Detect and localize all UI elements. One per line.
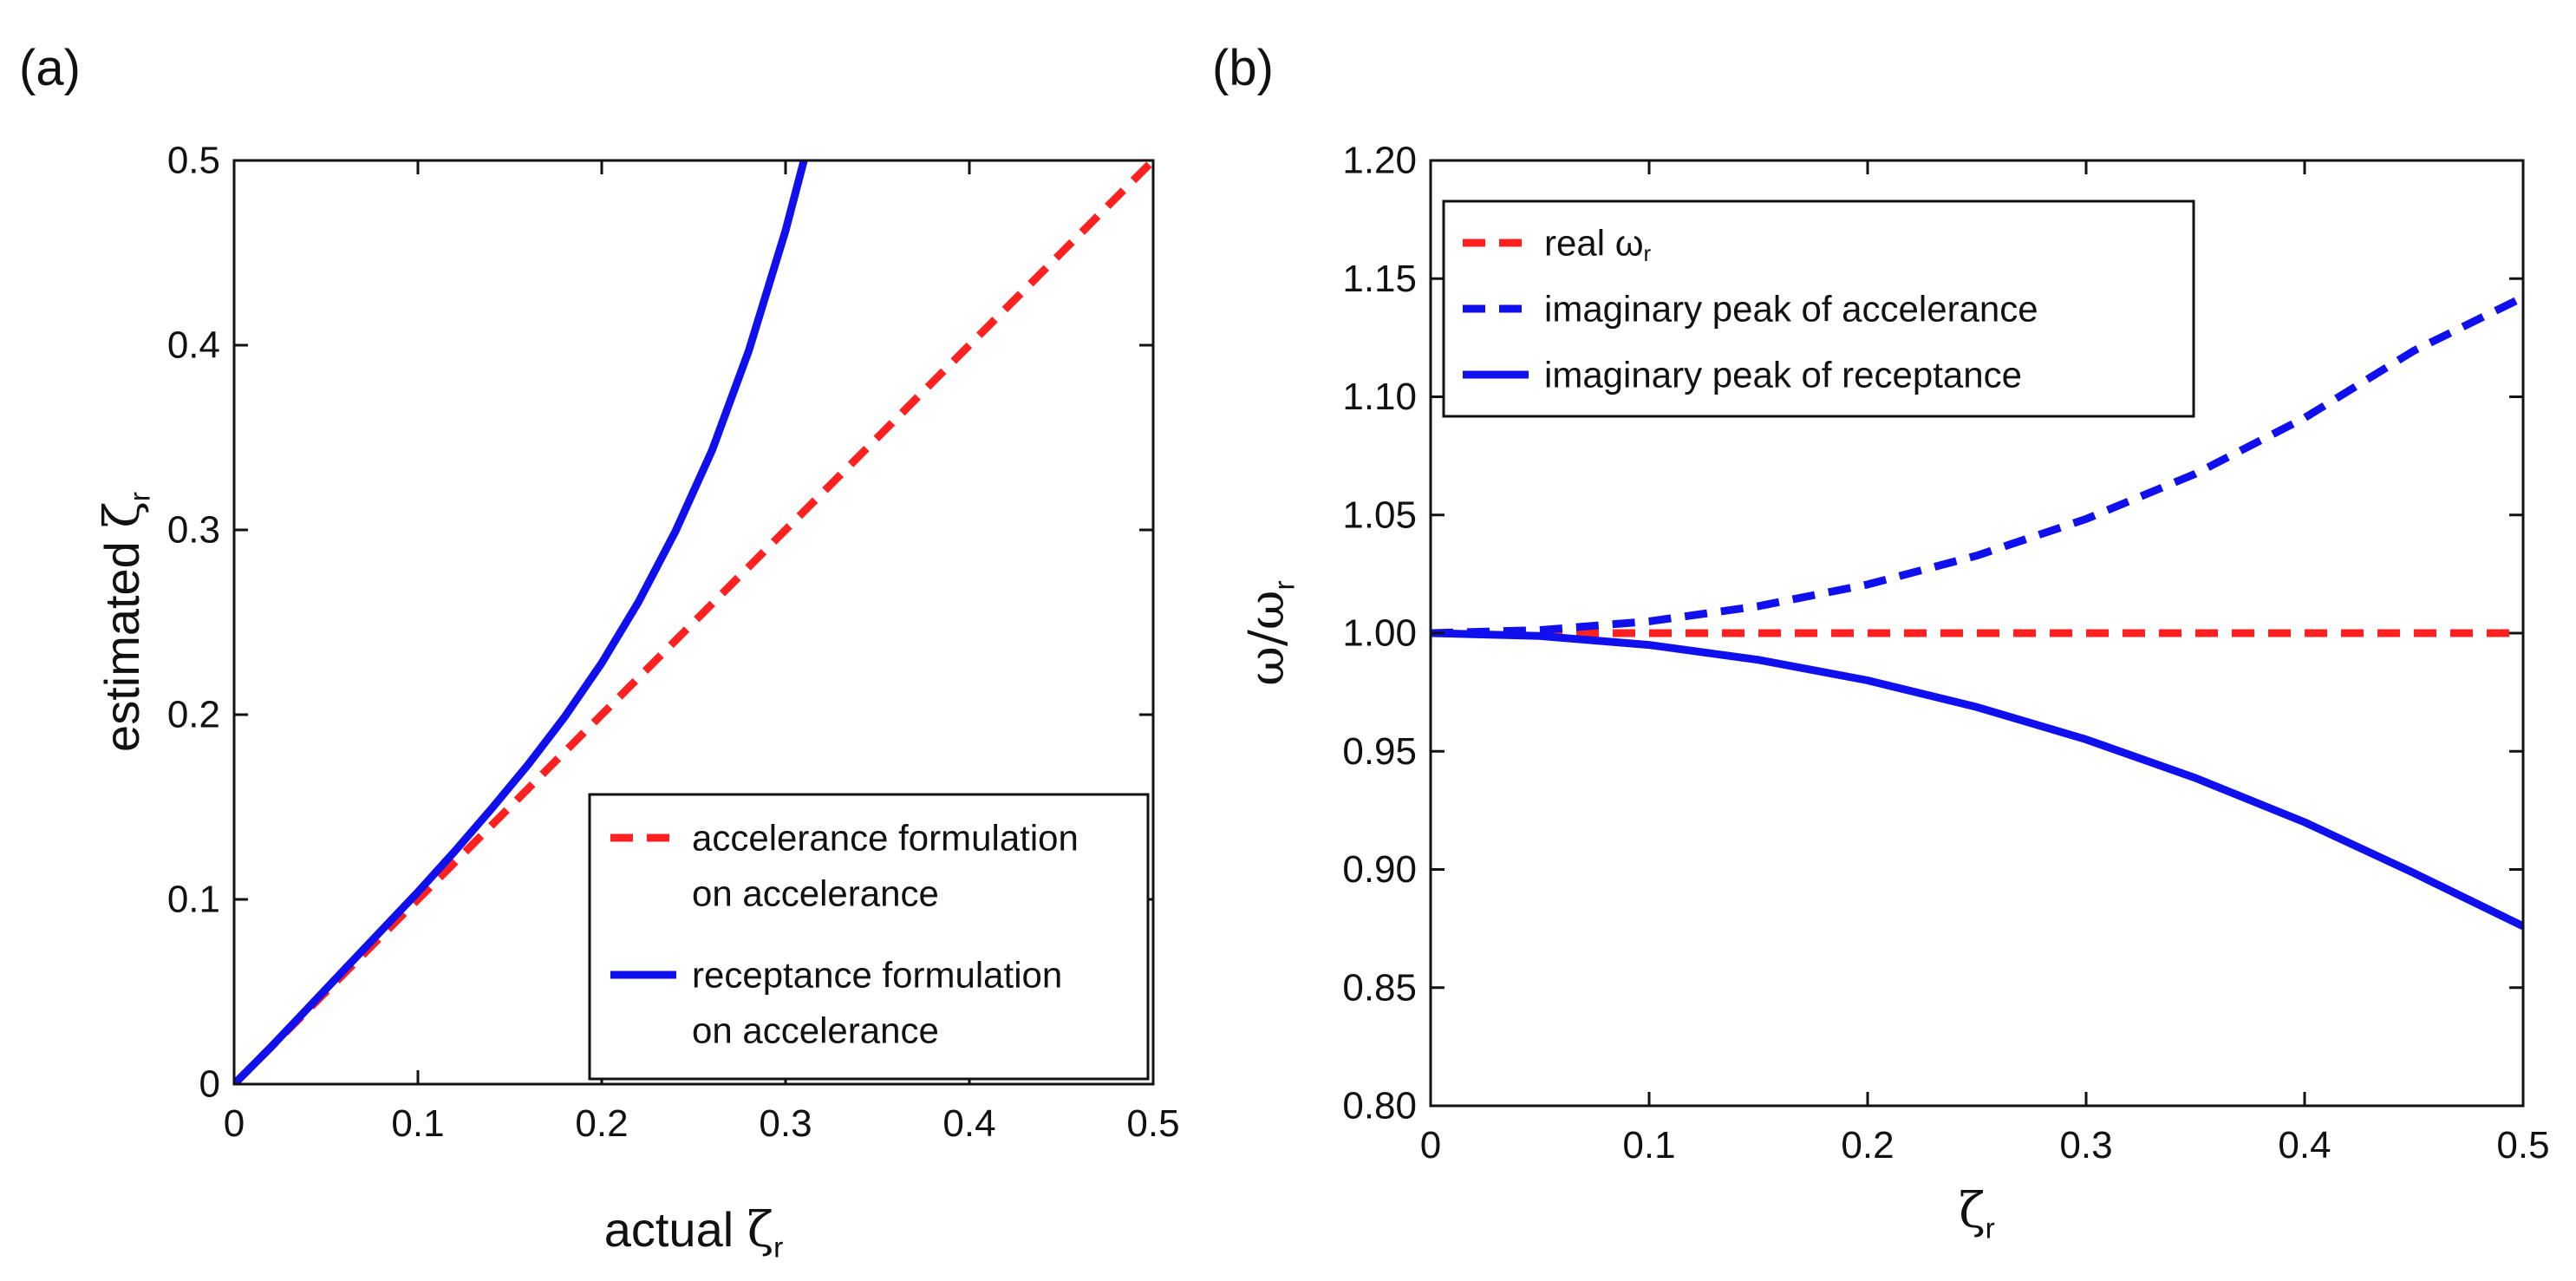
panel-b-xtick-label-5: 0.5	[2496, 1124, 2549, 1167]
panel-a-xtick-label-0: 0	[224, 1102, 245, 1145]
panel-b-ytick-label-6: 1.10	[1342, 376, 1417, 418]
panel-b-xtick-label-4: 0.4	[2278, 1124, 2331, 1167]
panel-b-series-2-line	[1431, 629, 2523, 930]
panel-a-ytick-label-2: 0.2	[167, 694, 220, 736]
panel-b-legend-0-sub: r	[1644, 240, 1652, 266]
panel-b-label: (b)	[1212, 40, 1274, 96]
panel-a-xlabel: actual ζr	[604, 1202, 784, 1264]
panel-b-legend-2-text: imaginary peak of receptance	[1544, 355, 2022, 395]
panel-b-xtick-label-2: 0.2	[1841, 1124, 1894, 1167]
panel-a-xlabel-prefix: actual	[604, 1202, 747, 1257]
panel-b-xtick-label-3: 0.3	[2059, 1124, 2112, 1167]
panel-a-legend-1-text-1: on accelerance	[692, 1010, 939, 1051]
panel-a-ytick-label-0: 0	[199, 1063, 220, 1106]
panel-a-xtick-label-2: 0.2	[575, 1102, 628, 1145]
panel-a-legend-0-text-0: accelerance formulation	[692, 818, 1079, 859]
panel-a-ytick-label-3: 0.3	[167, 509, 220, 552]
panel-b-ylabel-symbol: ω/ω	[1239, 590, 1295, 685]
panel-a-series-1-line	[234, 160, 808, 1084]
panel-b-xlabel-symbol: ζ	[1959, 1183, 1985, 1239]
panel-b-legend-1-text: imaginary peak of accelerance	[1544, 289, 2038, 330]
panel-b-ytick-label-5: 1.05	[1342, 493, 1417, 536]
panel-a-xtick-label-3: 0.3	[759, 1102, 812, 1145]
panel-b-ytick-label-2: 0.90	[1342, 848, 1417, 891]
panel-a-xtick-label-5: 0.5	[1126, 1102, 1179, 1145]
panel-a-xtick-label-1: 0.1	[391, 1102, 444, 1145]
panel-b-ylabel: ω/ωr	[1239, 580, 1301, 685]
panel-b-xlabel-sub: r	[1986, 1212, 1995, 1245]
panel-a-legend-1-text-0: receptance formulation	[692, 955, 1062, 996]
panel-b-ytick-label-4: 1.00	[1342, 612, 1417, 655]
panel-a-ylabel: estimated ζr	[95, 492, 156, 752]
panel-a-axes-box	[232, 159, 1155, 1086]
panel-a-ytick-label-5: 0.5	[167, 140, 220, 182]
panel-b-series-1-line	[1431, 293, 2523, 637]
panel-a-label: (a)	[19, 40, 81, 96]
panel-b-ytick-label-1: 0.85	[1342, 966, 1417, 1009]
panel-a-ytick-label-4: 0.4	[167, 324, 220, 367]
panel-a-xlabel-sub: r	[773, 1232, 783, 1264]
panel-b-ytick-label-3: 0.95	[1342, 730, 1417, 773]
panel-b-legend-0-text: real ωr	[1544, 223, 1652, 267]
panel-b-ytick-label-0: 0.80	[1342, 1085, 1417, 1127]
panel-b-legend-box	[1442, 199, 2195, 418]
panel-b-ytick-label-8: 1.20	[1342, 140, 1417, 182]
panel-a-ylabel-sub: r	[124, 492, 156, 501]
panel-b-xlabel: ζr	[1959, 1183, 1995, 1245]
panel-a-xlabel-symbol: ζ	[747, 1202, 773, 1258]
panel-a-legend-0-text-1: on accelerance	[692, 873, 939, 914]
panel-b-ylabel-sub: r	[1268, 580, 1301, 590]
panel-a-xtick-label-4: 0.4	[942, 1102, 995, 1145]
panel-a-ylabel-prefix: estimated	[95, 528, 149, 752]
panel-a-ytick-label-1: 0.1	[167, 879, 220, 921]
panel-b-ytick-label-7: 1.15	[1342, 258, 1417, 300]
panel-b-xtick-label-1: 0.1	[1622, 1124, 1675, 1167]
panel-a-legend-box	[588, 793, 1150, 1081]
panel-b-xtick-label-0: 0	[1420, 1124, 1441, 1167]
panel-a-ylabel-symbol: ζ	[95, 501, 151, 527]
